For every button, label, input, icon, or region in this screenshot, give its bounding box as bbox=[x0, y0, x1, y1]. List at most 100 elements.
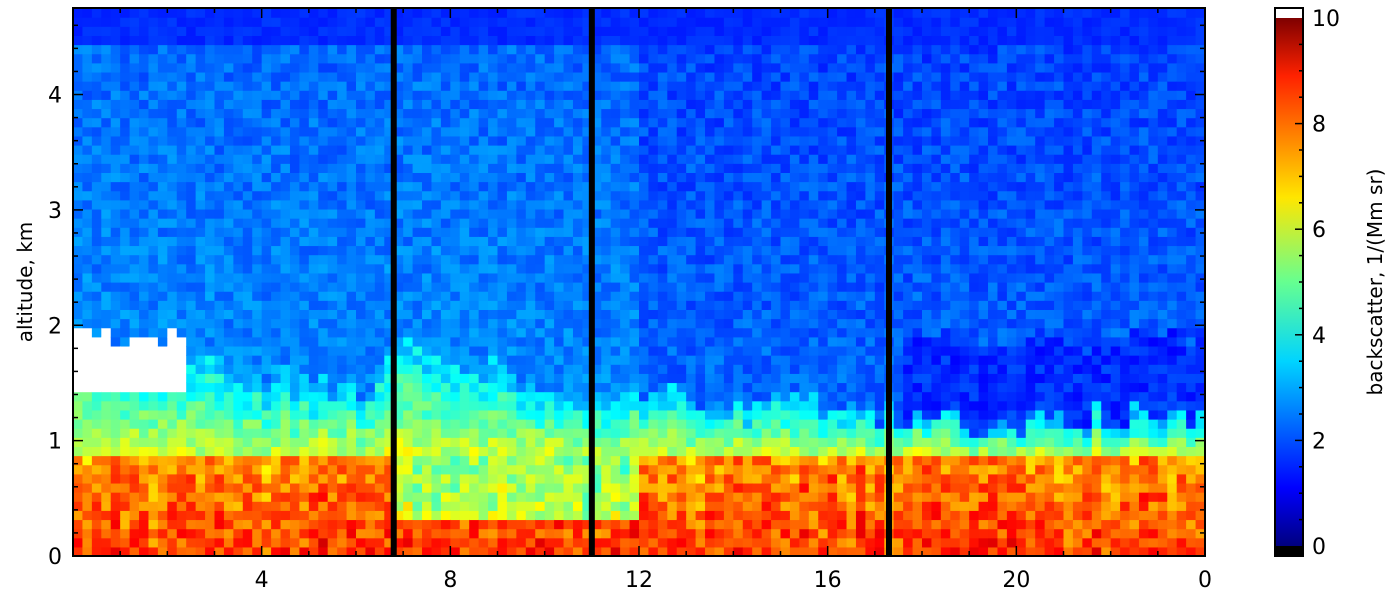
heatmap-cell bbox=[450, 17, 461, 27]
heatmap-cell bbox=[337, 336, 348, 347]
heatmap-cell bbox=[620, 154, 631, 164]
heatmap-cell bbox=[695, 419, 706, 429]
heatmap-cell bbox=[478, 236, 489, 247]
heatmap-cell bbox=[601, 528, 612, 539]
heatmap-cell bbox=[242, 90, 253, 100]
heatmap-cell bbox=[346, 8, 357, 18]
heatmap-cell bbox=[110, 282, 121, 292]
heatmap-cell bbox=[488, 163, 499, 173]
heatmap-cell bbox=[101, 71, 112, 82]
heatmap-cell bbox=[771, 190, 782, 201]
heatmap-cell bbox=[516, 17, 527, 27]
heatmap-cell bbox=[299, 546, 310, 556]
heatmap-cell bbox=[497, 473, 508, 484]
heatmap-cell bbox=[582, 81, 593, 91]
heatmap-cell bbox=[195, 8, 206, 18]
heatmap-cell bbox=[525, 181, 536, 192]
heatmap-cell bbox=[299, 282, 310, 292]
heatmap-cell bbox=[176, 300, 187, 310]
heatmap-cell bbox=[837, 318, 848, 329]
heatmap-cell bbox=[629, 492, 640, 502]
heatmap-cell bbox=[620, 208, 631, 219]
heatmap-cell bbox=[525, 400, 536, 411]
heatmap-cell bbox=[280, 163, 291, 173]
heatmap-cell bbox=[412, 327, 423, 338]
heatmap-cell bbox=[648, 108, 659, 119]
heatmap-cell bbox=[686, 437, 697, 447]
heatmap-cell bbox=[280, 190, 291, 201]
heatmap-cell bbox=[639, 492, 650, 502]
heatmap-cell bbox=[563, 53, 574, 64]
heatmap-cell bbox=[657, 254, 668, 265]
heatmap-cell bbox=[195, 172, 206, 183]
heatmap-cell bbox=[799, 254, 810, 265]
heatmap-cell bbox=[497, 135, 508, 146]
heatmap-cell bbox=[676, 455, 687, 466]
heatmap-cell bbox=[525, 99, 536, 110]
heatmap-cell bbox=[289, 163, 300, 173]
heatmap-cell bbox=[233, 254, 244, 265]
heatmap-cell bbox=[620, 546, 631, 556]
heatmap-cell bbox=[506, 254, 517, 265]
heatmap-cell bbox=[393, 318, 404, 329]
heatmap-cell bbox=[120, 400, 131, 411]
heatmap-cell bbox=[186, 464, 197, 475]
heatmap-cell bbox=[572, 245, 583, 256]
heatmap-cell bbox=[601, 190, 612, 201]
heatmap-cell bbox=[186, 62, 197, 73]
heatmap-cell bbox=[374, 409, 385, 420]
heatmap-cell bbox=[771, 373, 782, 384]
heatmap-cell bbox=[205, 537, 216, 548]
heatmap-cell bbox=[742, 227, 753, 237]
heatmap-cell bbox=[789, 8, 800, 18]
heatmap-cell bbox=[356, 501, 367, 511]
heatmap-cell bbox=[648, 419, 659, 429]
heatmap-cell bbox=[837, 26, 848, 36]
heatmap-cell bbox=[648, 336, 659, 347]
heatmap-cell bbox=[789, 208, 800, 219]
heatmap-cell bbox=[148, 99, 159, 110]
heatmap-cell bbox=[714, 455, 725, 466]
heatmap-cell bbox=[412, 391, 423, 402]
heatmap-cell bbox=[506, 117, 517, 128]
heatmap-cell bbox=[497, 364, 508, 374]
heatmap-cell bbox=[299, 135, 310, 146]
heatmap-cell bbox=[214, 172, 225, 183]
heatmap-cell bbox=[582, 126, 593, 137]
heatmap-cell bbox=[808, 254, 819, 265]
heatmap-cell bbox=[308, 44, 319, 55]
heatmap-cell bbox=[799, 272, 810, 283]
heatmap-cell bbox=[469, 272, 480, 283]
heatmap-cell bbox=[705, 163, 716, 173]
heatmap-cell bbox=[525, 437, 536, 447]
heatmap-cell bbox=[752, 428, 763, 438]
heatmap-cell bbox=[365, 35, 376, 46]
heatmap-cell bbox=[799, 437, 810, 447]
heatmap-cell bbox=[403, 482, 414, 493]
heatmap-cell bbox=[818, 318, 829, 329]
heatmap-cell bbox=[167, 62, 178, 73]
heatmap-cell bbox=[73, 345, 84, 356]
heatmap-cell bbox=[186, 318, 197, 329]
heatmap-cell bbox=[705, 272, 716, 283]
heatmap-cell bbox=[771, 172, 782, 183]
heatmap-cell bbox=[629, 355, 640, 365]
heatmap-cell bbox=[129, 135, 140, 146]
heatmap-cell bbox=[488, 172, 499, 183]
heatmap-cell bbox=[686, 537, 697, 548]
heatmap-cell bbox=[837, 145, 848, 155]
heatmap-cell bbox=[676, 53, 687, 64]
heatmap-cell bbox=[667, 154, 678, 164]
heatmap-cell bbox=[837, 419, 848, 429]
heatmap-cell bbox=[771, 227, 782, 237]
heatmap-cell bbox=[620, 482, 631, 493]
heatmap-cell bbox=[176, 71, 187, 82]
heatmap-cell bbox=[648, 90, 659, 100]
heatmap-cell bbox=[535, 345, 546, 356]
heatmap-cell bbox=[582, 218, 593, 228]
heatmap-cell bbox=[280, 236, 291, 247]
heatmap-cell bbox=[723, 172, 734, 183]
heatmap-cell bbox=[752, 382, 763, 393]
heatmap-cell bbox=[506, 208, 517, 219]
heatmap-cell bbox=[346, 373, 357, 384]
